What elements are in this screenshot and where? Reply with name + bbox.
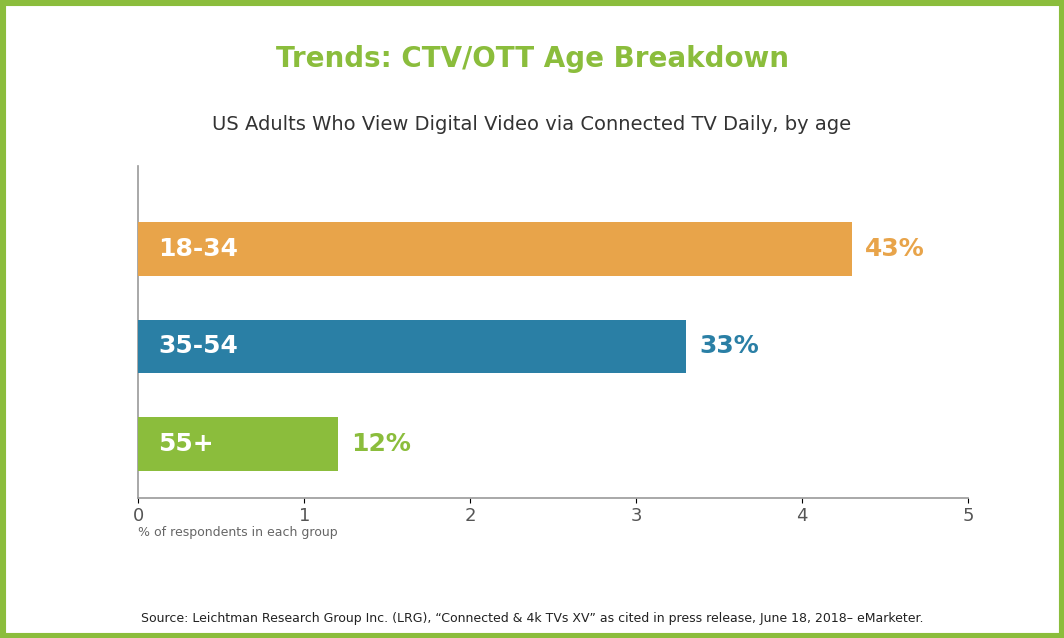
Text: 43%: 43% bbox=[865, 237, 925, 261]
Text: 18-34: 18-34 bbox=[159, 237, 238, 261]
Bar bbox=[138, 222, 852, 276]
Text: 55+: 55+ bbox=[159, 432, 214, 456]
Text: US Adults Who View Digital Video via Connected TV Daily, by age: US Adults Who View Digital Video via Con… bbox=[213, 115, 851, 134]
Bar bbox=[138, 320, 686, 373]
Text: 33%: 33% bbox=[699, 334, 759, 359]
Bar bbox=[138, 417, 337, 471]
Text: 12%: 12% bbox=[351, 432, 411, 456]
Text: Source: Leichtman Research Group Inc. (LRG), “Connected & 4k TVs XV” as cited in: Source: Leichtman Research Group Inc. (L… bbox=[140, 612, 924, 625]
Text: Trends: CTV/OTT Age Breakdown: Trends: CTV/OTT Age Breakdown bbox=[276, 45, 788, 73]
Text: 35-54: 35-54 bbox=[159, 334, 238, 359]
Text: % of respondents in each group: % of respondents in each group bbox=[138, 526, 338, 539]
